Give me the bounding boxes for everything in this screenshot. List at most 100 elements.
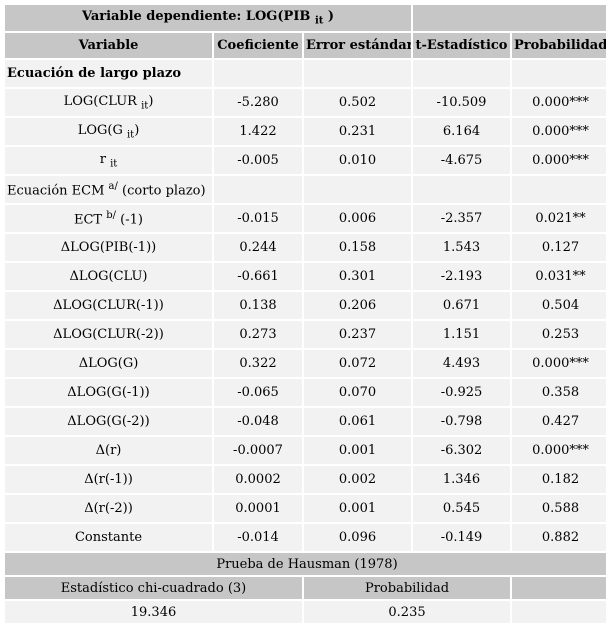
hausman-header-row: Estadístico chi-cuadrado (3) Probabilida… (5, 577, 606, 599)
t-cell: -4.675 (413, 147, 510, 174)
se-cell: 0.001 (304, 495, 411, 522)
se-cell: 0.096 (304, 524, 411, 551)
coef-cell: -0.015 (214, 205, 302, 232)
long-run-section-label: Ecuación de largo plazo (5, 60, 212, 87)
coef-cell: -0.005 (214, 147, 302, 174)
table-row: LOG(CLUR it) -5.280 0.502 -10.509 0.000*… (5, 89, 606, 116)
table-row: ΔLOG(CLUR(-1)) 0.138 0.206 0.671 0.504 (5, 292, 606, 319)
table-row: LOG(G it) 1.422 0.231 6.164 0.000*** (5, 118, 606, 145)
short-run-rows: ΔLOG(PIB(-1)) 0.244 0.158 1.543 0.127 ΔLOG(CL… (5, 234, 606, 551)
header-variable: Variable (5, 33, 212, 58)
header-probabilidad: Probabilidad (512, 33, 606, 58)
se-cell: 0.237 (304, 321, 411, 348)
t-cell: -0.925 (413, 379, 510, 406)
variable-cell: LOG(CLUR it) (5, 89, 212, 116)
coef-cell: -0.014 (214, 524, 302, 551)
p-cell: 0.127 (512, 234, 606, 261)
p-cell: 0.000*** (512, 147, 606, 174)
coef-cell: -0.661 (214, 263, 302, 290)
long-run-section-row: Ecuación de largo plazo (5, 60, 606, 87)
t-cell: -2.357 (413, 205, 510, 232)
title-empty-cell (413, 5, 606, 31)
coef-cell: -0.065 (214, 379, 302, 406)
t-cell: -0.149 (413, 524, 510, 551)
se-cell: 0.010 (304, 147, 411, 174)
se-cell: 0.061 (304, 408, 411, 435)
se-cell: 0.072 (304, 350, 411, 377)
hausman-stat-label: Estadístico chi-cuadrado (3) (5, 577, 302, 599)
table-row: ΔLOG(G(-2)) -0.048 0.061 -0.798 0.427 (5, 408, 606, 435)
variable-cell: Δ(r) (5, 437, 212, 464)
variable-cell: ΔLOG(G(-1)) (5, 379, 212, 406)
variable-cell: Δ(r(-2)) (5, 495, 212, 522)
coef-cell: -5.280 (214, 89, 302, 116)
table-row: Constante -0.014 0.096 -0.149 0.882 (5, 524, 606, 551)
variable-cell: ΔLOG(CLUR(-2)) (5, 321, 212, 348)
coef-cell: 0.0002 (214, 466, 302, 493)
regression-results-table-container: Variable dependiente: LOG(PIB it ) Varia… (3, 3, 606, 625)
coef-cell: -0.048 (214, 408, 302, 435)
t-cell: 1.346 (413, 466, 510, 493)
coef-cell: 1.422 (214, 118, 302, 145)
t-cell: 6.164 (413, 118, 510, 145)
p-cell: 0.253 (512, 321, 606, 348)
p-cell: 0.358 (512, 379, 606, 406)
variable-cell: ΔLOG(CLU) (5, 263, 212, 290)
ecm-section-row: Ecuación ECM a/ (corto plazo) (5, 176, 606, 203)
t-cell: -6.302 (413, 437, 510, 464)
table-row: ΔLOG(PIB(-1)) 0.244 0.158 1.543 0.127 (5, 234, 606, 261)
table-row: Δ(r(-1)) 0.0002 0.002 1.346 0.182 (5, 466, 606, 493)
hausman-title: Prueba de Hausman (1978) (5, 553, 606, 575)
p-cell: 0.427 (512, 408, 606, 435)
table-row: ECT b/ (-1) -0.015 0.006 -2.357 0.021** (5, 205, 606, 232)
coef-cell: 0.322 (214, 350, 302, 377)
table-row: Δ(r(-2)) 0.0001 0.001 0.545 0.588 (5, 495, 606, 522)
hausman-stat-value: 19.346 (5, 601, 302, 623)
header-t-estadistico: t-Estadístico (413, 33, 510, 58)
t-cell: -10.509 (413, 89, 510, 116)
variable-cell: Constante (5, 524, 212, 551)
se-cell: 0.301 (304, 263, 411, 290)
table-row: Δ(r) -0.0007 0.001 -6.302 0.000*** (5, 437, 606, 464)
coef-cell: -0.0007 (214, 437, 302, 464)
coef-cell: 0.244 (214, 234, 302, 261)
variable-cell: ΔLOG(G) (5, 350, 212, 377)
se-cell: 0.001 (304, 437, 411, 464)
regression-results-table: Variable dependiente: LOG(PIB it ) Varia… (3, 3, 606, 625)
se-cell: 0.206 (304, 292, 411, 319)
table-row: ΔLOG(G) 0.322 0.072 4.493 0.000*** (5, 350, 606, 377)
t-cell: 4.493 (413, 350, 510, 377)
title-row: Variable dependiente: LOG(PIB it ) (5, 5, 606, 31)
coef-cell: 0.273 (214, 321, 302, 348)
variable-cell: ECT b/ (-1) (5, 205, 212, 232)
t-cell: -0.798 (413, 408, 510, 435)
p-cell: 0.031** (512, 263, 606, 290)
table-row: ΔLOG(G(-1)) -0.065 0.070 -0.925 0.358 (5, 379, 606, 406)
t-cell: 1.151 (413, 321, 510, 348)
t-cell: 1.543 (413, 234, 510, 261)
se-cell: 0.006 (304, 205, 411, 232)
p-cell: 0.000*** (512, 118, 606, 145)
p-cell: 0.588 (512, 495, 606, 522)
hausman-value-row: 19.346 0.235 (5, 601, 606, 623)
variable-cell: Δ(r(-1)) (5, 466, 212, 493)
table-row: r it -0.005 0.010 -4.675 0.000*** (5, 147, 606, 174)
t-cell: 0.671 (413, 292, 510, 319)
hausman-prob-value: 0.235 (304, 601, 510, 623)
hausman-prob-label: Probabilidad (304, 577, 510, 599)
table-row: ΔLOG(CLU) -0.661 0.301 -2.193 0.031** (5, 263, 606, 290)
table-row: ΔLOG(CLUR(-2)) 0.273 0.237 1.151 0.253 (5, 321, 606, 348)
p-cell: 0.504 (512, 292, 606, 319)
coef-cell: 0.138 (214, 292, 302, 319)
se-cell: 0.231 (304, 118, 411, 145)
variable-cell: r it (5, 147, 212, 174)
se-cell: 0.070 (304, 379, 411, 406)
p-cell: 0.000*** (512, 89, 606, 116)
variable-cell: ΔLOG(CLUR(-1)) (5, 292, 212, 319)
hausman-title-row: Prueba de Hausman (1978) (5, 553, 606, 575)
p-cell: 0.000*** (512, 437, 606, 464)
p-cell: 0.000*** (512, 350, 606, 377)
variable-cell: ΔLOG(G(-2)) (5, 408, 212, 435)
t-cell: -2.193 (413, 263, 510, 290)
p-cell: 0.182 (512, 466, 606, 493)
